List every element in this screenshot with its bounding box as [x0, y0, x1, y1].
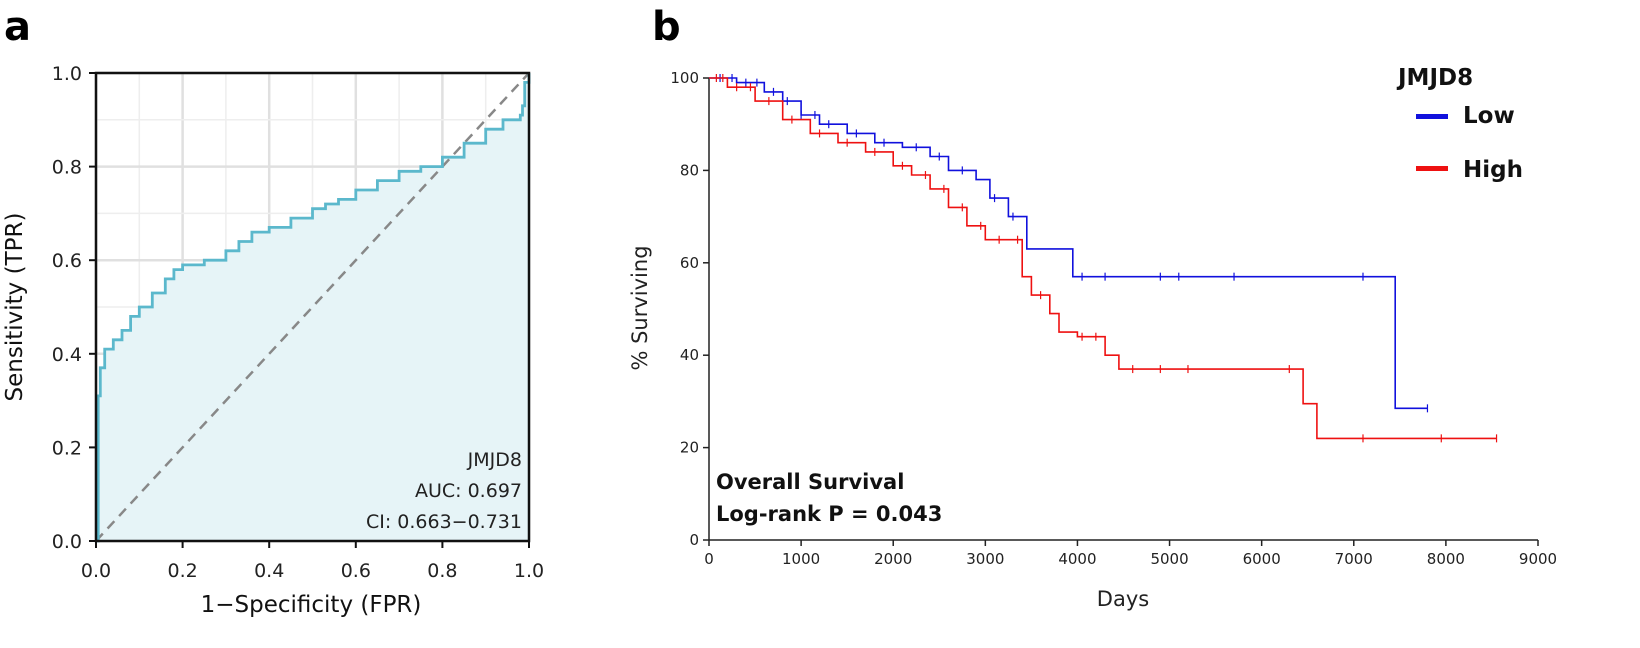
km-curve-low [709, 77, 1428, 410]
roc-reference-diagonal [95, 72, 530, 542]
km-legend: JMJD8 Low High [1396, 65, 1523, 183]
roc-ci-label: CI: 0.663−0.731 [366, 511, 522, 533]
panel-letter-a: a [4, 4, 31, 50]
km-y-tick-label: 0 [689, 531, 699, 549]
legend-label-low: Low [1463, 103, 1515, 129]
legend-swatch-low [1416, 114, 1448, 119]
km-y-tick-label: 100 [670, 69, 699, 87]
km-x-tick-label: 0 [704, 550, 714, 568]
legend-label-high: High [1463, 157, 1523, 183]
km-x-tick-label: 9000 [1519, 550, 1557, 568]
km-logrank-label: Log-rank P = 0.043 [716, 502, 942, 526]
km-x-tick-label: 6000 [1243, 550, 1281, 568]
roc-x-tick-label: 0.4 [254, 560, 284, 582]
roc-y-tick-label: 0.8 [52, 157, 82, 179]
km-x-tick-label: 2000 [874, 550, 912, 568]
roc-y-tick-label: 0.2 [52, 437, 82, 459]
roc-y-axis-label: Sensitivity (TPR) [2, 213, 28, 402]
km-series [709, 74, 1498, 443]
legend-title: JMJD8 [1396, 65, 1473, 91]
km-x-tick-label: 5000 [1150, 550, 1188, 568]
km-x-tick-label: 3000 [966, 550, 1004, 568]
km-y-tick-label: 20 [680, 439, 699, 457]
panel-letter-b: b [652, 4, 681, 50]
roc-x-tick-label: 0.2 [167, 560, 197, 582]
roc-gene-label: JMJD8 [467, 449, 522, 471]
km-axes: 0 1000 2000 3000 4000 5000 6000 7000 8000 9000 0 20… [670, 69, 1557, 568]
km-x-tick-label: 1000 [782, 550, 820, 568]
km-x-tick-label: 8000 [1427, 550, 1465, 568]
roc-panel: a 0.0 0.2 0.4 0.6 0.8 1.0 0.0 0.2 0.4 0.6 0.8 1.0 1… [2, 4, 544, 618]
roc-x-tick-label: 1.0 [514, 560, 544, 582]
roc-y-tick-label: 0.0 [52, 531, 82, 553]
km-x-tick-label: 7000 [1335, 550, 1373, 568]
roc-y-tick-label: 0.6 [52, 250, 82, 272]
km-curve-high [709, 77, 1497, 440]
roc-curve [96, 73, 531, 543]
roc-x-axis-label: 1−Specificity (FPR) [201, 592, 422, 618]
roc-y-tick-label: 0.4 [52, 344, 82, 366]
roc-auc-label: AUC: 0.697 [415, 480, 522, 502]
km-x-axis-label: Days [1097, 587, 1149, 611]
km-y-axis-label: % Surviving [628, 245, 652, 370]
km-overall-survival-label: Overall Survival [716, 470, 904, 494]
km-y-tick-label: 60 [680, 254, 699, 272]
roc-plot-frame [94, 71, 531, 543]
legend-swatch-high [1416, 166, 1448, 171]
km-panel: b 0 1000 2000 3000 4000 5000 6000 7000 8000 90000… [628, 4, 1557, 611]
km-y-tick-label: 40 [680, 346, 699, 364]
roc-x-tick-label: 0.6 [341, 560, 371, 582]
roc-x-tick-label: 0.0 [81, 560, 111, 582]
roc-axis-ticks: 0.0 0.2 0.4 0.6 0.8 1.0 0.0 0.2 0.4 0.6 0.8 1.0 [52, 63, 544, 582]
km-x-tick-label: 4000 [1058, 550, 1096, 568]
roc-x-tick-label: 0.8 [427, 560, 457, 582]
roc-y-tick-label: 1.0 [52, 63, 82, 85]
km-y-tick-label: 80 [680, 161, 699, 179]
